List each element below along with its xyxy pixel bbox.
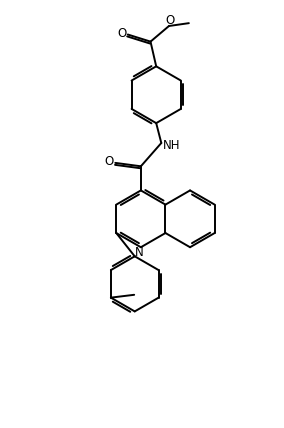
Text: N: N	[135, 246, 144, 259]
Text: O: O	[117, 27, 126, 40]
Text: O: O	[166, 15, 175, 27]
Text: O: O	[105, 155, 114, 168]
Text: NH: NH	[163, 139, 181, 152]
